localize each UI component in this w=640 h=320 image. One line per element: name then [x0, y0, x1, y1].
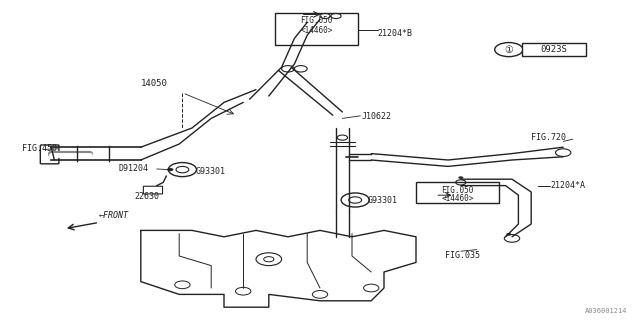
Text: A036001214: A036001214 — [585, 308, 627, 314]
Text: FIG.050: FIG.050 — [442, 186, 474, 195]
Text: ←FRONT: ←FRONT — [99, 211, 129, 220]
FancyBboxPatch shape — [416, 182, 499, 203]
Text: FIG.050: FIG.050 — [301, 16, 333, 25]
Text: 21204*B: 21204*B — [378, 29, 413, 38]
Text: 14050: 14050 — [141, 79, 168, 88]
FancyBboxPatch shape — [143, 186, 163, 194]
Circle shape — [495, 43, 523, 57]
Circle shape — [458, 176, 463, 179]
Text: <14460>: <14460> — [442, 194, 474, 203]
Text: 0923S: 0923S — [540, 45, 567, 54]
Text: FIG.035: FIG.035 — [445, 252, 480, 260]
Text: FIG.450: FIG.450 — [22, 144, 58, 153]
Text: ①: ① — [504, 44, 513, 55]
Text: 22630: 22630 — [134, 192, 159, 201]
Circle shape — [506, 233, 511, 236]
Text: G93301: G93301 — [195, 167, 225, 176]
Text: FIG.720: FIG.720 — [531, 133, 566, 142]
Text: G93301: G93301 — [368, 196, 398, 204]
Circle shape — [167, 168, 173, 171]
FancyBboxPatch shape — [40, 145, 59, 164]
FancyBboxPatch shape — [522, 43, 586, 56]
Text: D91204: D91204 — [118, 164, 148, 172]
Text: J10622: J10622 — [362, 112, 392, 121]
Text: <14460>: <14460> — [301, 26, 333, 35]
FancyBboxPatch shape — [275, 13, 358, 45]
Text: 21204*A: 21204*A — [550, 181, 586, 190]
